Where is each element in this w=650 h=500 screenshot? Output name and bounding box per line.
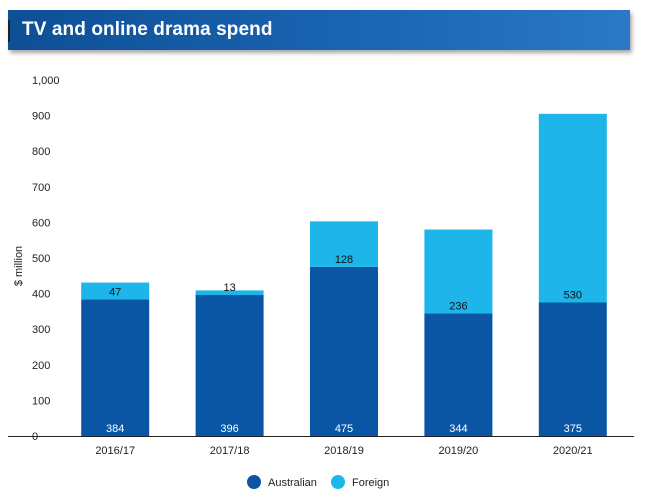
bar-foreign-2017-18 [195,290,264,296]
x-tick-label: 2017/18 [210,445,250,457]
x-tick-label: 2020/21 [553,445,593,457]
chart-title-bar [8,10,630,50]
y-tick-label: 600 [32,217,50,229]
bar-australian-2020-21 [538,302,607,436]
legend: Australian Foreign [247,475,389,489]
x-tick-label: 2016/17 [95,445,135,457]
data-label: 344 [449,423,467,435]
data-label: 475 [335,423,353,435]
y-tick-label: 400 [32,289,50,301]
data-label: 128 [335,254,353,266]
data-label: 13 [223,282,235,294]
y-tick-label: 300 [32,324,50,336]
bar-foreign-2016-17 [81,282,150,300]
data-label: 384 [106,423,124,435]
chart-title: TV and online drama spend [22,19,273,40]
y-tick-label: 500 [32,253,50,265]
data-label: 375 [564,423,582,435]
x-axis: 2016/17 2017/18 2018/19 2019/20 2020/21 [95,445,592,457]
bar-foreign-2018-19 [310,221,378,267]
y-tick-label: 900 [32,111,50,123]
legend-swatch-australian [247,475,261,489]
bar-foreign-2020-21 [538,113,607,303]
data-label: 47 [109,286,121,298]
legend-label-foreign: Foreign [352,477,389,489]
legend-swatch-foreign [331,475,345,489]
bar-australian-2017-18 [195,295,264,436]
title-accent-bar [8,20,10,42]
x-tick-label: 2019/20 [439,445,479,457]
y-axis: 01002003004005006007008009001,000 [32,75,60,443]
y-axis-label: $ million [13,246,25,286]
bar-australian-2018-19 [310,266,378,436]
x-tick-label: 2018/19 [324,445,364,457]
bar-australian-2019-20 [424,313,493,436]
y-tick-label: 1,000 [32,75,60,87]
y-tick-label: 700 [32,182,50,194]
data-label: 530 [564,290,582,302]
data-label: 236 [449,301,467,313]
data-label: 396 [220,423,238,435]
legend-label-australian: Australian [268,477,317,489]
y-tick-label: 100 [32,395,50,407]
bars: 384 47 396 13 475 128 344 236 375 530 [81,113,607,436]
bar-australian-2016-17 [81,299,150,436]
bar-foreign-2019-20 [424,229,493,314]
y-tick-label: 800 [32,146,50,158]
y-tick-label: 200 [32,360,50,372]
